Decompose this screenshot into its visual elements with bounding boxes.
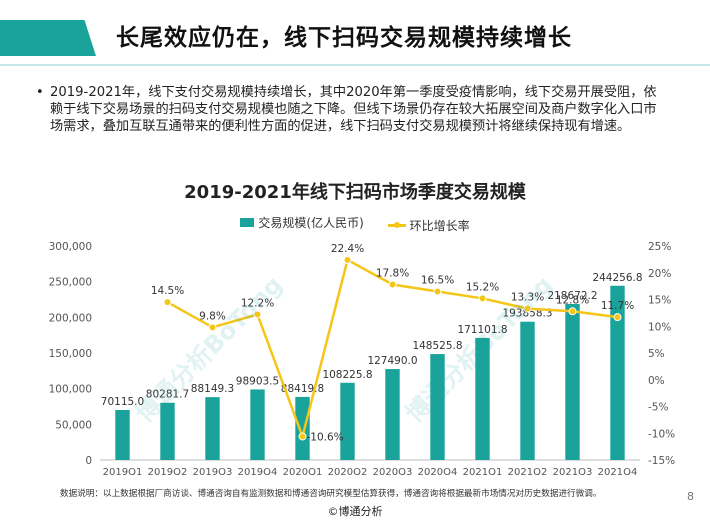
- x-tick-label: 2020Q1: [283, 467, 323, 475]
- growth-value-label: 13.3%: [511, 292, 544, 304]
- bar-value-label: 148525.8: [412, 340, 462, 352]
- bar-value-label: 88149.3: [191, 383, 234, 395]
- growth-point: [478, 294, 487, 303]
- growth-value-label: 12.2%: [241, 297, 274, 309]
- x-tick-label: 2021Q2: [508, 467, 548, 475]
- growth-point: [208, 323, 217, 332]
- x-tick-label: 2021Q1: [463, 467, 503, 475]
- bar-value-label: 218672.2: [547, 290, 597, 302]
- bar: [115, 409, 130, 460]
- page-title: 长尾效应仍在，线下扫码交易规模持续增长: [116, 25, 572, 51]
- legend-item-volume: 交易规模(亿人民币): [240, 214, 364, 231]
- growth-point: [433, 287, 442, 296]
- bullet-dot-icon: •: [36, 85, 44, 100]
- slide-header: 长尾效应仍在，线下扫码交易规模持续增长: [0, 0, 710, 76]
- x-tick-label: 2021Q4: [598, 467, 638, 475]
- growth-point: [253, 310, 262, 319]
- y-left-tick-label: 100,000: [49, 384, 92, 396]
- x-tick-label: 2020Q3: [373, 467, 413, 475]
- x-tick-label: 2019Q4: [238, 467, 278, 475]
- growth-value-label: -10.6%: [307, 431, 344, 443]
- x-tick-label: 2020Q4: [418, 467, 458, 475]
- chart-legend: 交易规模(亿人民币) 环比增长率: [0, 214, 710, 234]
- bar-value-label: 127490.0: [367, 355, 417, 367]
- growth-point: [388, 280, 397, 289]
- bar-value-label: 80281.7: [146, 389, 189, 401]
- bar: [520, 321, 535, 460]
- growth-value-label: 17.8%: [376, 268, 409, 280]
- growth-value-label: 9.8%: [199, 310, 226, 322]
- x-tick-label: 2019Q3: [193, 467, 233, 475]
- bar-value-label: 244256.8: [592, 272, 642, 284]
- header-divider: [0, 64, 710, 66]
- header-accent-band: [0, 20, 96, 56]
- legend-line-swatch-icon: [387, 222, 406, 228]
- y-left-tick-label: 250,000: [49, 277, 92, 289]
- y-right-tick-label: 25%: [648, 241, 671, 253]
- bar: [385, 369, 400, 460]
- bar: [295, 396, 310, 460]
- bar-value-label: 98903.5: [236, 375, 279, 387]
- bar: [340, 382, 355, 460]
- bar-value-label: 108225.8: [322, 369, 372, 381]
- growth-value-label: 14.5%: [151, 285, 184, 297]
- summary-text: 2019-2021年，线下支付交易规模持续增长，其中2020年第一季度受疫情影响…: [50, 85, 657, 134]
- y-right-tick-label: -15%: [648, 455, 675, 467]
- legend-item-growth: 环比增长率: [387, 217, 470, 234]
- chart-plot: 0 50,000 100,000 150,000 200,000 250,000 300,0…: [49, 241, 676, 475]
- growth-point: [343, 255, 352, 264]
- x-tick-label: 2020Q2: [328, 467, 368, 475]
- summary-bullet: • 2019-2021年，线下支付交易规模持续增长，其中2020年第一季度受疫情…: [36, 84, 662, 135]
- y-left-tick-label: 300,000: [49, 241, 92, 253]
- y-right-tick-label: 15%: [648, 295, 671, 307]
- y-left-tick-label: 50,000: [55, 419, 92, 431]
- legend-label-volume: 交易规模(亿人民币): [258, 216, 364, 230]
- y-right-tick-label: 5%: [648, 348, 665, 360]
- bar: [430, 354, 445, 460]
- growth-value-label: 12.8%: [556, 294, 589, 306]
- bar: [610, 285, 625, 460]
- growth-point: [568, 307, 577, 316]
- x-tick-label: 2019Q1: [103, 467, 143, 475]
- growth-point: [298, 432, 307, 441]
- x-tick-label: 2019Q2: [148, 467, 188, 475]
- x-tick-label: 2021Q3: [553, 467, 593, 475]
- y-right-tick-label: -10%: [648, 428, 675, 440]
- y-right-tick-label: 10%: [648, 321, 671, 333]
- bar-value-label: 171101.8: [457, 324, 507, 336]
- bar: [160, 402, 175, 460]
- y-left-tick-label: 150,000: [49, 348, 92, 360]
- y-right-tick-label: 0%: [648, 375, 665, 387]
- bar: [565, 304, 580, 460]
- data-footnote: 数据说明：以上数据根据厂商访谈、博通咨询自有监测数据和博通咨询研究模型估算获得，…: [60, 489, 602, 499]
- chart-title: 2019-2021年线下扫码市场季度交易规模: [184, 182, 526, 203]
- growth-point: [523, 304, 532, 313]
- y-left-tick-label: 200,000: [49, 312, 92, 324]
- legend-bar-swatch-icon: [240, 218, 255, 227]
- bar-value-label: 193858.3: [502, 308, 552, 320]
- growth-point: [163, 298, 172, 307]
- growth-value-label: 22.4%: [331, 243, 364, 255]
- copyright-text: ©博通分析: [327, 505, 383, 518]
- legend-label-growth: 环比增长率: [409, 219, 470, 233]
- growth-value-label: 15.2%: [466, 281, 499, 293]
- bar-value-label: 70115.0: [101, 396, 144, 408]
- growth-value-label: 11.7%: [601, 300, 634, 312]
- page-number: 8: [687, 490, 694, 503]
- bar: [475, 337, 490, 460]
- growth-point: [613, 313, 622, 322]
- y-left-tick-label: 0: [85, 455, 92, 467]
- y-right-tick-label: -5%: [648, 402, 668, 414]
- growth-value-label: 16.5%: [421, 274, 454, 286]
- bar: [205, 397, 220, 460]
- y-right-tick-label: 20%: [648, 268, 671, 280]
- bar: [250, 389, 265, 460]
